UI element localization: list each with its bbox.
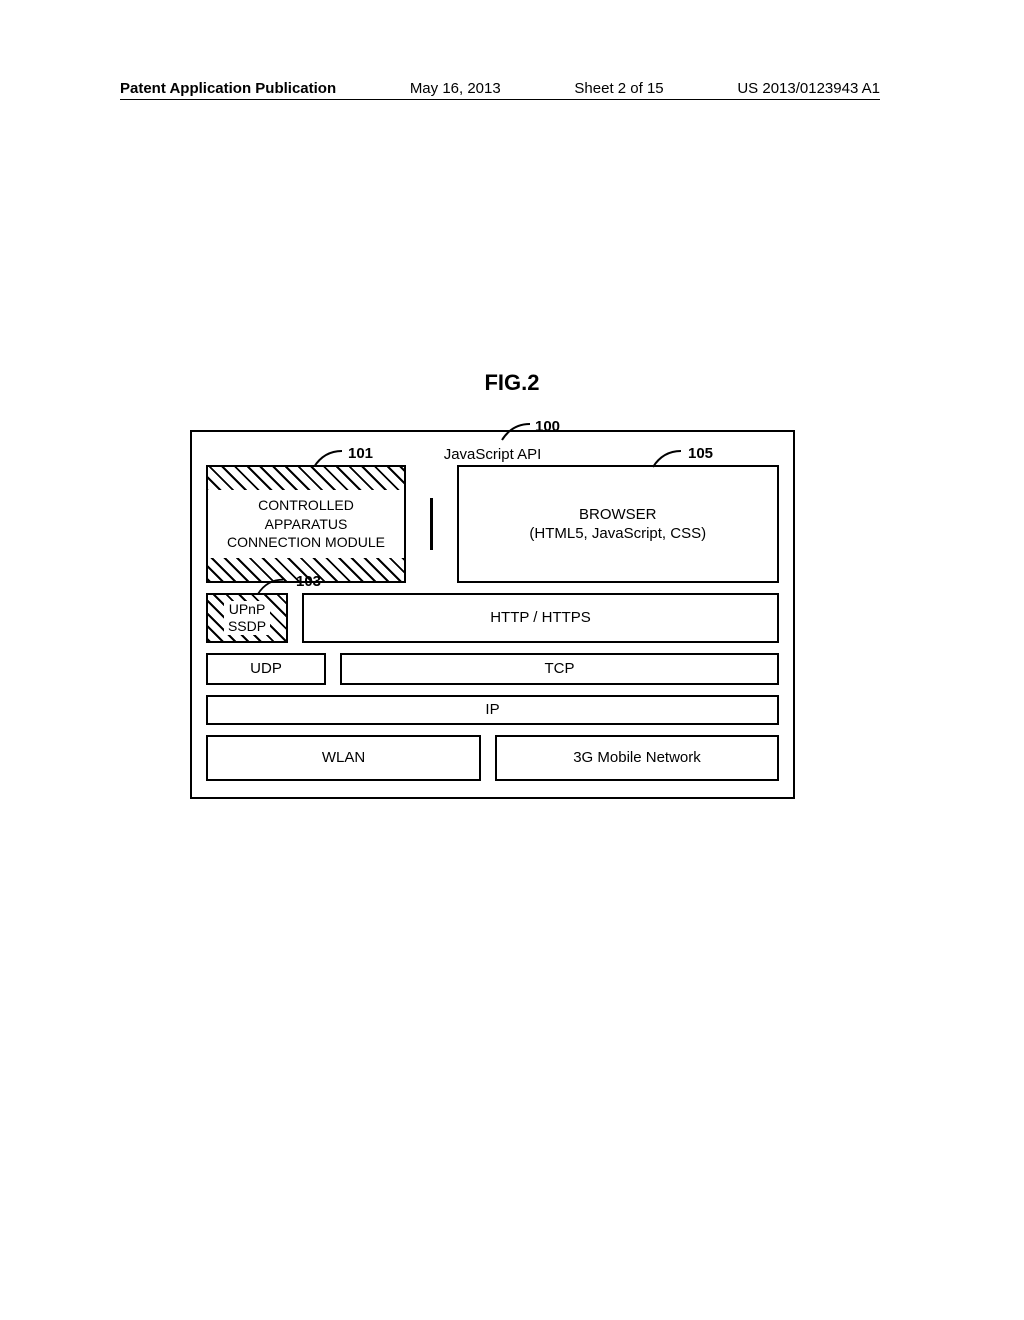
ref-num-103: 103 <box>296 573 321 590</box>
sheet-number: Sheet 2 of 15 <box>574 80 663 97</box>
browser-line1: BROWSER <box>579 505 657 525</box>
publication-date: May 16, 2013 <box>410 80 501 97</box>
upnp-line2: SSDP <box>228 618 266 635</box>
network-row: WLAN 3G Mobile Network <box>206 735 779 781</box>
wlan-box: WLAN <box>206 735 481 781</box>
doc-number: US 2013/0123943 A1 <box>737 80 880 97</box>
controlled-apparatus-module: CONTROLLED APPARATUS CONNECTION MODULE <box>206 465 406 583</box>
figure-title: FIG.2 <box>0 370 1024 396</box>
udp-box: UDP <box>206 653 326 685</box>
api-divider <box>430 498 433 550</box>
upnp-line1: UPnP <box>228 601 266 618</box>
controlled-line2: CONNECTION MODULE <box>216 533 396 552</box>
controlled-line1: CONTROLLED APPARATUS <box>216 496 396 534</box>
http-https-box: HTTP / HTTPS <box>302 593 779 643</box>
api-row: CONTROLLED APPARATUS CONNECTION MODULE B… <box>206 465 779 583</box>
threeg-box: 3G Mobile Network <box>495 735 779 781</box>
publication-label: Patent Application Publication <box>120 80 336 97</box>
browser-line2: (HTML5, JavaScript, CSS) <box>529 524 706 544</box>
upnp-ssdp-box: UPnP SSDP <box>206 593 288 643</box>
diagram-container: JavaScript API 101 105 CONTROLLED APPARA… <box>190 430 795 799</box>
ref-num-105: 105 <box>688 445 713 462</box>
ref-num-101: 101 <box>348 445 373 462</box>
ip-box: IP <box>206 695 779 725</box>
page-header: Patent Application Publication May 16, 2… <box>120 80 880 100</box>
transport-row: UDP TCP <box>206 653 779 685</box>
tcp-box: TCP <box>340 653 779 685</box>
browser-module: BROWSER (HTML5, JavaScript, CSS) <box>457 465 780 583</box>
protocol-row-1: UPnP SSDP HTTP / HTTPS <box>206 593 779 643</box>
